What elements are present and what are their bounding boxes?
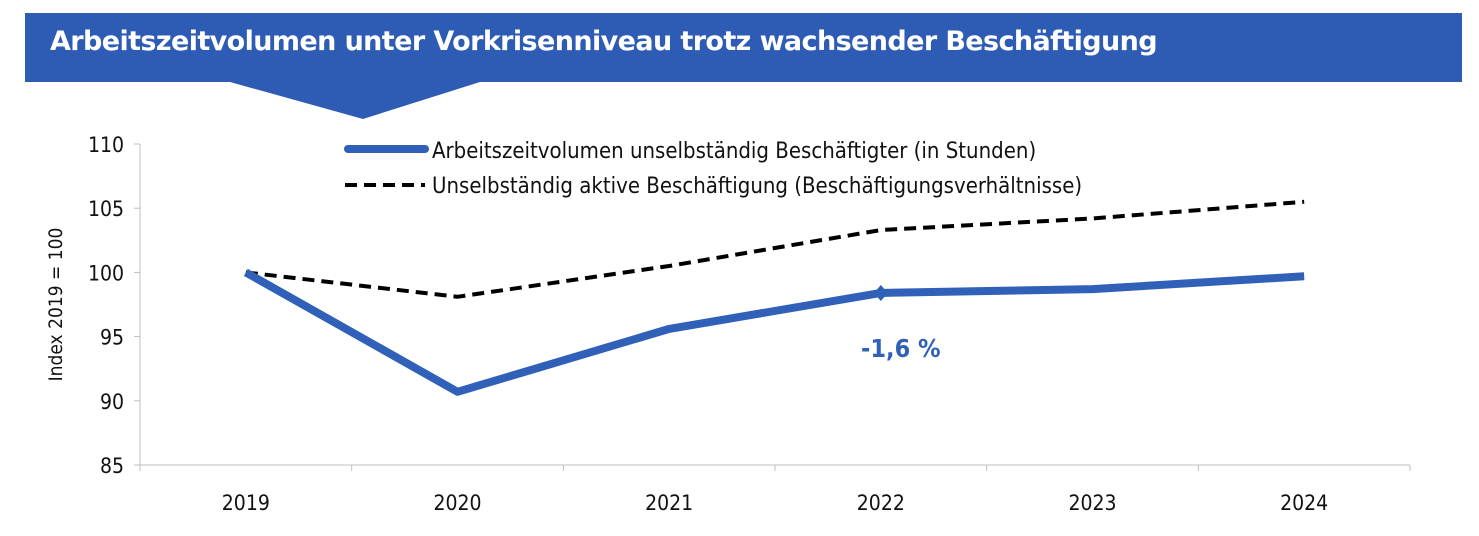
x-tick-label: 2022 [857,491,905,515]
y-axis-label: Index 2019 = 100 [45,228,67,382]
x-tick-label: 2023 [1068,491,1116,515]
y-tick-label: 110 [88,133,124,157]
x-tick-label: 2021 [645,491,693,515]
x-tick-label: 2024 [1280,491,1328,515]
legend-label-solid: Arbeitszeitvolumen unselbständig Beschäf… [432,139,1036,164]
y-tick-label: 95 [100,326,124,350]
title-banner [25,13,1462,119]
highlight-marker [873,284,888,301]
series-line-arbeitszeitvolumen [243,268,1305,396]
series-line-beschaeftigung [245,199,1305,299]
chart-title: Arbeitszeitvolumen unter Vorkrisenniveau… [50,26,1158,57]
x-tick-label: 2020 [433,491,481,515]
x-tick-label: 2019 [222,491,270,515]
annotation-label: -1,6 % [861,334,941,363]
y-tick-label: 90 [100,390,124,414]
y-tick-label: 105 [88,197,124,221]
y-tick-label: 85 [100,454,124,478]
y-tick-label: 100 [88,261,124,285]
legend-label-dashed: Unselbständig aktive Beschäftigung (Besc… [432,174,1082,199]
